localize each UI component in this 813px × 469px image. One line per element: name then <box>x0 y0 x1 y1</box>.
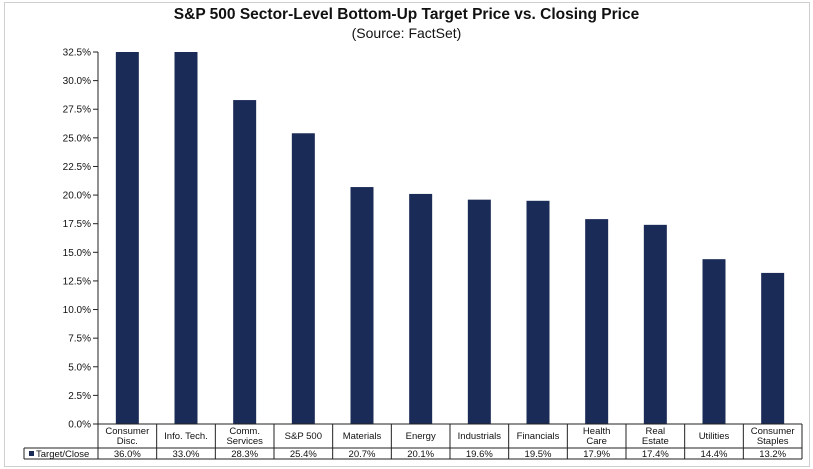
category-label: Materials <box>343 431 382 442</box>
bar <box>115 52 139 424</box>
data-label: 17.9% <box>583 449 610 460</box>
data-label: 28.3% <box>231 449 258 460</box>
y-tick-label: 27.5% <box>63 105 91 116</box>
category-label: Info. Tech. <box>164 431 208 442</box>
y-tick-label: 25.0% <box>63 133 91 144</box>
y-tick-label: 7.5% <box>68 334 91 345</box>
y-tick-label: 30.0% <box>63 76 91 87</box>
category-label: Consumer <box>105 426 149 437</box>
data-label: 20.7% <box>349 449 376 460</box>
y-tick-label: 20.0% <box>63 191 91 202</box>
category-label: Care <box>586 436 607 447</box>
y-tick-label: 22.5% <box>63 162 91 173</box>
bar <box>643 224 667 424</box>
y-tick-label: 0.0% <box>68 420 91 431</box>
y-tick-label: 5.0% <box>68 362 91 373</box>
data-label: 19.6% <box>466 449 493 460</box>
bar <box>526 200 550 424</box>
bar <box>233 100 257 424</box>
y-tick-label: 32.5% <box>63 48 91 59</box>
y-tick-label: 17.5% <box>63 219 91 230</box>
category-label: Energy <box>406 431 436 442</box>
data-label: 13.2% <box>759 449 786 460</box>
category-label: Real <box>646 426 666 437</box>
category-label: Utilities <box>699 431 730 442</box>
chart-title: S&P 500 Sector-Level Bottom-Up Target Pr… <box>173 6 640 23</box>
data-label: 14.4% <box>701 449 728 460</box>
category-label: Estate <box>642 436 669 447</box>
category-label: Consumer <box>751 426 795 437</box>
y-tick-label: 2.5% <box>68 391 91 402</box>
legend-swatch <box>29 451 34 456</box>
bar <box>409 193 433 424</box>
category-label: Disc. <box>117 436 138 447</box>
data-label: 36.0% <box>114 449 141 460</box>
data-label: 33.0% <box>173 449 200 460</box>
legend-label: Target/Close <box>36 449 89 460</box>
category-label: Industrials <box>458 431 502 442</box>
bar <box>291 133 315 424</box>
bar <box>174 52 198 424</box>
bar <box>702 259 726 424</box>
y-tick-label: 12.5% <box>63 276 91 287</box>
y-tick-label: 15.0% <box>63 248 91 259</box>
bar <box>467 199 491 424</box>
category-label: Health <box>583 426 610 437</box>
category-label: Staples <box>757 436 789 447</box>
y-tick-label: 10.0% <box>63 305 91 316</box>
category-label: Financials <box>517 431 560 442</box>
data-label: 20.1% <box>407 449 434 460</box>
category-label: Services <box>226 436 263 447</box>
bar <box>761 272 785 424</box>
category-label: S&P 500 <box>285 431 322 442</box>
data-label: 17.4% <box>642 449 669 460</box>
bar <box>350 187 374 424</box>
category-label: Comm. <box>229 426 260 437</box>
data-label: 25.4% <box>290 449 317 460</box>
data-label: 19.5% <box>525 449 552 460</box>
chart-subtitle: (Source: FactSet) <box>351 25 462 41</box>
bar <box>585 219 609 424</box>
